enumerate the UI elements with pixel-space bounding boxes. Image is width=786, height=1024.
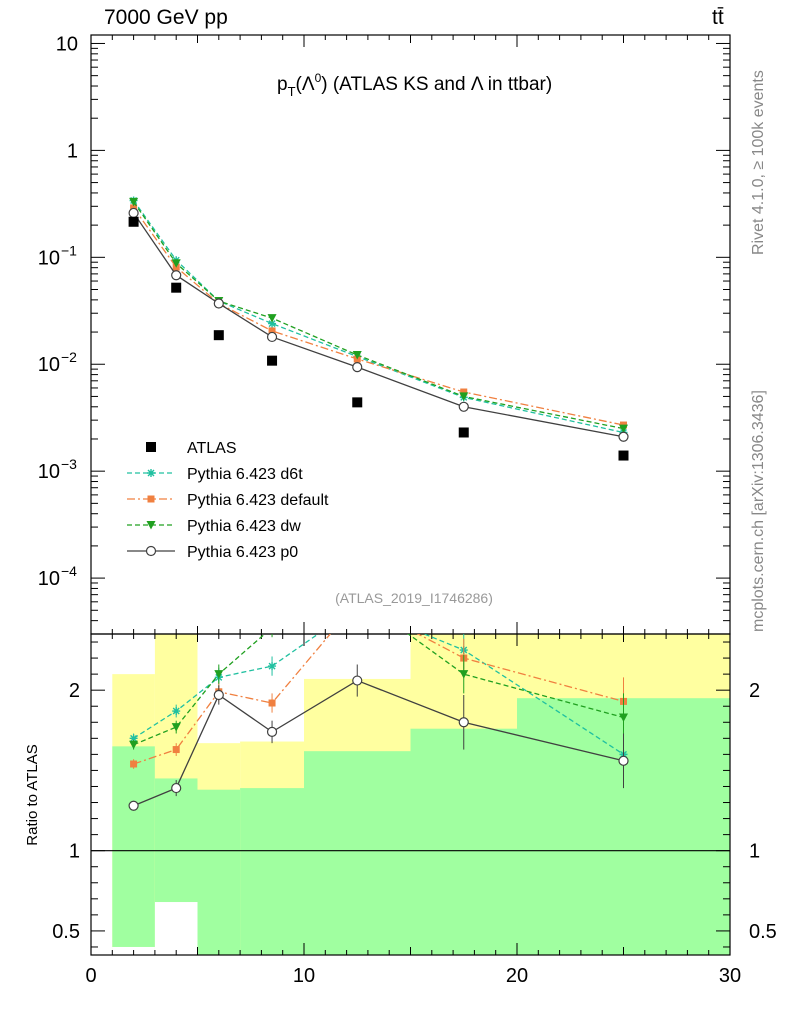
mcplots-label: mcplots.cern.ch [arXiv:1306.3436] xyxy=(750,390,767,632)
legend-marker-d6t xyxy=(147,469,155,477)
tick-labels: 0 10 20 30 10 1 10−1 10−2 10−3 10−4 0.5 0.5 1 1 2 2 xyxy=(38,33,777,987)
main-panel-series xyxy=(128,196,629,461)
main-point-p0 xyxy=(352,362,363,373)
ratio-point-dw xyxy=(619,713,628,722)
ratio-tick-label: 1 xyxy=(69,841,80,863)
legend-label-default: Pythia 6.423 default xyxy=(187,492,329,509)
y-tick-label: 10−4 xyxy=(38,563,77,590)
main-point-p0 xyxy=(128,207,139,219)
band-inner-bin xyxy=(304,751,411,955)
ratio-point-p0 xyxy=(458,717,469,728)
main-point-atlas xyxy=(171,282,182,293)
ratio-point-dw xyxy=(268,624,277,633)
main-point-atlas xyxy=(458,427,469,438)
ratio-tick-label-right: 1 xyxy=(749,841,760,863)
legend-marker-p0 xyxy=(145,545,157,557)
main-point-default xyxy=(460,388,468,396)
main-line-default xyxy=(133,207,624,426)
band-inner-bin xyxy=(240,788,304,955)
main-point-atlas xyxy=(352,397,363,408)
band-inner-bin xyxy=(410,728,517,955)
process-label: tt̄ xyxy=(712,6,724,29)
ratio-tick-label: 0.5 xyxy=(52,921,80,943)
energy-label: 7000 GeV pp xyxy=(104,6,228,29)
ratio-series-group xyxy=(128,624,629,811)
legend-marker-dw xyxy=(146,521,156,530)
x-tick-label: 20 xyxy=(506,965,528,987)
band-gap xyxy=(154,902,198,955)
ratio-point-default xyxy=(268,699,276,707)
y-tick-label: 1 xyxy=(67,140,78,162)
ratio-axis-label: Ratio to ATLAS xyxy=(24,744,41,845)
ratio-point-d6t xyxy=(172,707,181,716)
ratio-tick-label-right: 0.5 xyxy=(749,921,777,943)
main-point-dw xyxy=(352,351,362,360)
x-tick-label: 30 xyxy=(719,965,741,987)
main-point-p0 xyxy=(171,270,182,281)
main-point-p0 xyxy=(458,401,469,412)
ratio-point-d6t xyxy=(268,662,277,671)
main-line-p0 xyxy=(133,212,624,438)
main-point-default xyxy=(268,327,276,335)
main-point-dw xyxy=(267,314,277,323)
ratio-point-p0 xyxy=(352,675,363,686)
ratio-point-p0 xyxy=(128,800,139,811)
ratio-tick-label: 2 xyxy=(69,680,80,702)
legend-marker-atlas xyxy=(146,442,156,452)
band-inner-bin xyxy=(112,746,155,947)
main-point-dw xyxy=(619,424,628,434)
main-point-p0 xyxy=(618,431,629,442)
ratio-point-default xyxy=(172,746,180,754)
main-point-d6t xyxy=(268,319,277,328)
legend-label-p0: Pythia 6.423 p0 xyxy=(187,544,298,561)
ratio-point-dw xyxy=(171,723,181,732)
main-point-p0 xyxy=(213,298,224,309)
legend-label-atlas: ATLAS xyxy=(187,440,237,457)
main-point-atlas xyxy=(267,355,278,366)
main-point-atlas xyxy=(213,330,224,341)
ratio-point-dw xyxy=(129,740,139,750)
y-tick-label: 10−3 xyxy=(38,456,77,483)
ratio-point-dw xyxy=(459,670,469,679)
ratio-point-p0 xyxy=(213,689,224,701)
main-point-dw xyxy=(459,392,469,401)
legend-marker-default xyxy=(147,495,155,503)
ratio-point-p0 xyxy=(171,782,182,794)
ratio-point-d6t xyxy=(129,734,138,743)
main-point-dw xyxy=(129,197,139,207)
ratio-panel-series xyxy=(128,624,629,811)
axis-ticks xyxy=(90,35,731,955)
ratio-point-p0 xyxy=(266,726,278,738)
x-tick-label: 10 xyxy=(293,965,315,987)
chart-title: pT(Λ0) (ATLAS KS and Λ in ttbar) xyxy=(277,71,552,99)
ratio-bands xyxy=(91,634,730,955)
main-point-dw xyxy=(171,259,181,268)
main-line-d6t xyxy=(133,200,624,434)
y-tick-label: 10 xyxy=(56,33,78,55)
ratio-tick-label-right: 2 xyxy=(749,680,760,702)
ratio-point-p0 xyxy=(618,755,629,766)
y-tick-label: 10−1 xyxy=(38,242,77,269)
ratio-point-default xyxy=(130,760,138,768)
analysis-label: (ATLAS_2019_I1746286) xyxy=(335,590,493,606)
main-point-atlas xyxy=(618,450,629,461)
legend-label-dw: Pythia 6.423 dw xyxy=(187,518,301,535)
ratio-point-dw xyxy=(214,670,224,679)
main-point-p0 xyxy=(266,331,278,343)
legend-label-d6t: Pythia 6.423 d6t xyxy=(187,466,303,483)
rivet-version-label: Rivet 4.1.0, ≥ 100k events xyxy=(750,70,767,255)
main-line-dw xyxy=(133,201,624,430)
main-point-atlas xyxy=(128,216,139,227)
y-tick-label: 10−2 xyxy=(38,349,77,376)
legend: ATLAS Pythia 6.423 d6t Pythia 6.423 defaul… xyxy=(127,440,329,561)
x-tick-label: 0 xyxy=(85,965,96,987)
band-inner-bin xyxy=(197,789,241,955)
